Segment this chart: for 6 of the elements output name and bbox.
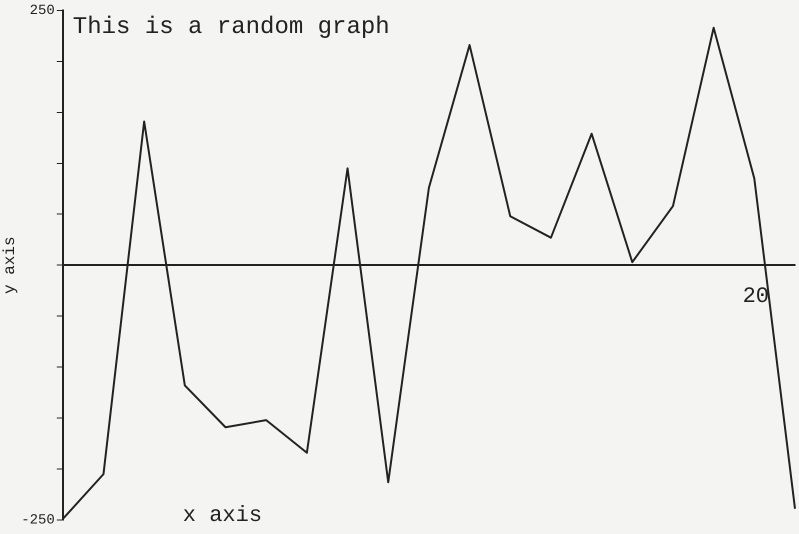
chart-title: This is a random graph (72, 14, 390, 41)
x-axis-title: x axis (182, 502, 262, 528)
y-tick-label: 250 (30, 3, 55, 20)
annotation: 20 (742, 284, 769, 310)
y-axis-title: y axis (0, 236, 19, 294)
y-tick-label: -250 (21, 512, 55, 529)
